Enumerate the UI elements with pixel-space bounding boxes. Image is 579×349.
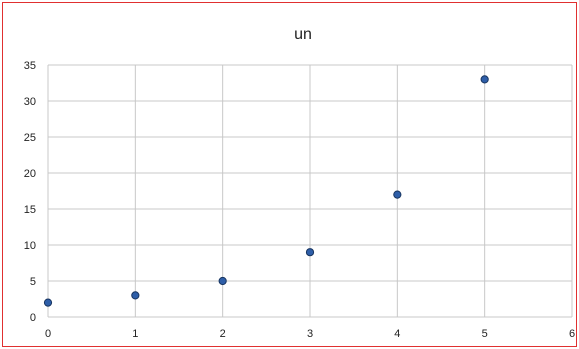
y-tick-label: 20: [24, 168, 36, 180]
grid-lines: [47, 64, 573, 318]
x-tick-label: 0: [45, 328, 51, 340]
y-tick-label: 35: [24, 60, 36, 72]
data-point: [305, 248, 315, 257]
y-tick-label: 10: [24, 240, 36, 252]
data-point: [131, 291, 140, 300]
x-tick-label: 5: [482, 328, 488, 340]
data-point: [43, 298, 53, 307]
data-point: [393, 190, 402, 199]
y-tick-label: 30: [24, 96, 36, 108]
x-tick-label: 4: [394, 328, 400, 340]
chart-title: un: [294, 26, 312, 43]
data-point: [480, 75, 489, 84]
x-tick-label: 1: [132, 328, 138, 340]
x-tick-label: 3: [307, 328, 313, 340]
x-tick-label: 2: [220, 328, 226, 340]
tick-labels: 0 5 10 15 20 25 30 35 0 1 2 3 4 5 6: [24, 60, 575, 340]
y-tick-label: 5: [30, 276, 36, 288]
x-tick-label: 6: [569, 328, 575, 340]
data-point: [218, 276, 227, 286]
y-tick-label: 0: [30, 312, 36, 324]
y-tick-label: 25: [24, 132, 36, 144]
y-tick-label: 15: [24, 204, 36, 216]
data-points: [43, 75, 489, 307]
